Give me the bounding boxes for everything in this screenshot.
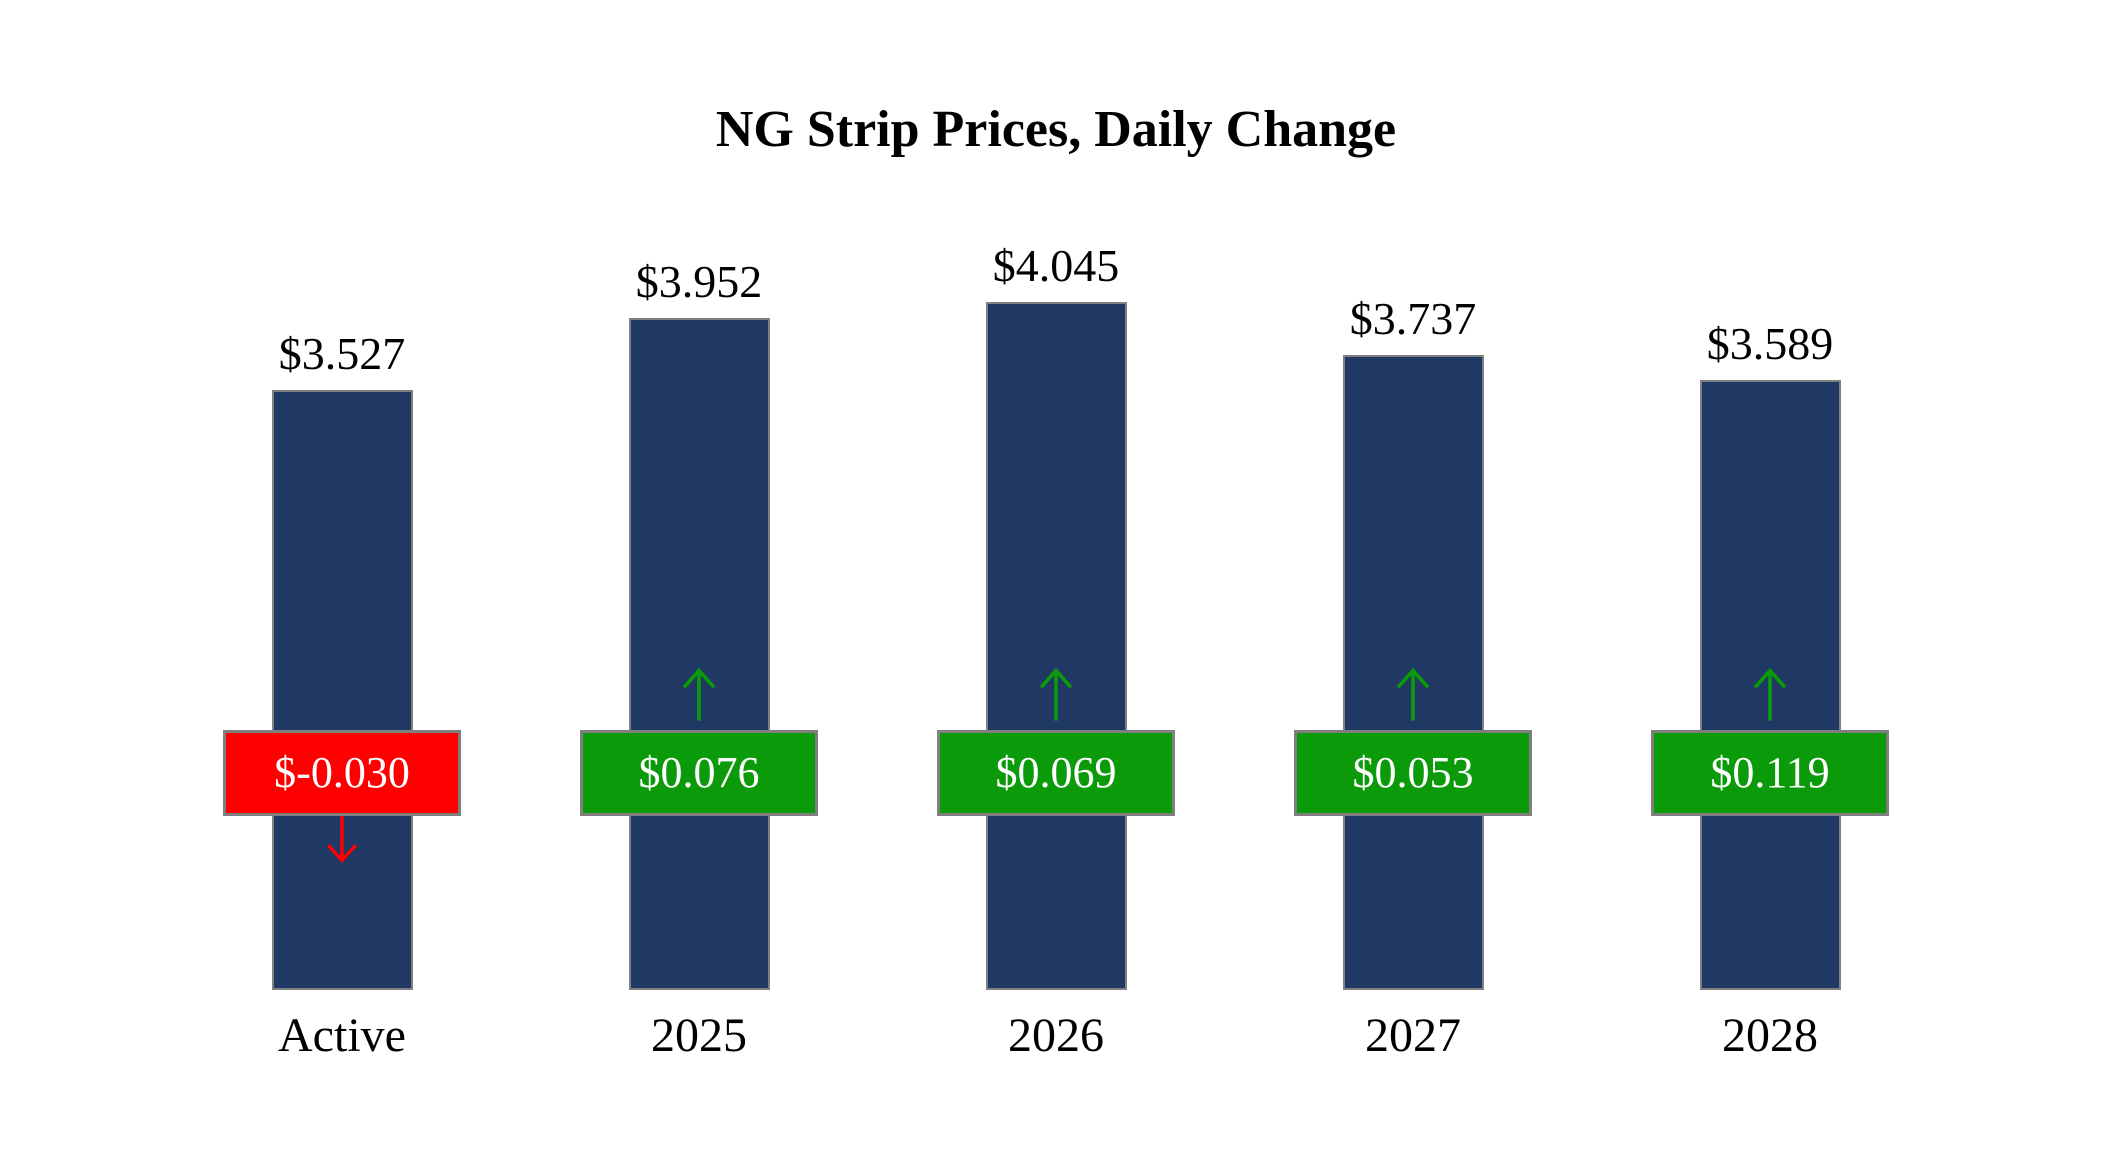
up-arrow-icon bbox=[1750, 661, 1790, 732]
bar-group: $3.589 $0.119 2028 bbox=[1592, 0, 1949, 1152]
bar-group: $4.045 $0.069 2026 bbox=[878, 0, 1235, 1152]
change-badge: $0.053 bbox=[1294, 730, 1532, 816]
price-label: $3.737 bbox=[1349, 293, 1477, 345]
bar-group: $3.737 $0.053 2027 bbox=[1235, 0, 1592, 1152]
up-arrow-icon bbox=[679, 661, 719, 732]
down-arrow-icon bbox=[322, 813, 362, 870]
category-label: 2027 bbox=[1365, 1009, 1461, 1062]
bar: $0.119 bbox=[1651, 380, 1889, 990]
bar-group: $3.527 $-0.030 Active bbox=[164, 0, 521, 1152]
bar: $0.076 bbox=[580, 318, 818, 990]
price-label: $3.527 bbox=[278, 328, 406, 380]
change-label: $-0.030 bbox=[274, 748, 410, 797]
change-badge: $0.069 bbox=[937, 730, 1175, 816]
bar-group: $3.952 $0.076 2025 bbox=[521, 0, 878, 1152]
up-arrow-icon bbox=[1393, 661, 1433, 732]
category-label: 2025 bbox=[651, 1009, 747, 1062]
bar: $-0.030 bbox=[223, 390, 461, 990]
chart-title: NG Strip Prices, Daily Change bbox=[715, 101, 1397, 158]
bar: $0.053 bbox=[1294, 355, 1532, 990]
change-label: $0.069 bbox=[995, 748, 1117, 797]
change-label: $0.053 bbox=[1352, 748, 1474, 797]
change-label: $0.119 bbox=[1710, 748, 1830, 797]
change-badge: $0.119 bbox=[1651, 730, 1889, 816]
price-label: $3.589 bbox=[1706, 318, 1834, 370]
category-label: 2026 bbox=[1008, 1009, 1104, 1062]
category-label: 2028 bbox=[1722, 1009, 1818, 1062]
bar: $0.069 bbox=[937, 302, 1175, 990]
up-arrow-icon bbox=[1036, 661, 1076, 732]
price-label: $3.952 bbox=[635, 256, 763, 308]
category-label: Active bbox=[278, 1009, 406, 1062]
change-label: $0.076 bbox=[638, 748, 760, 797]
price-label: $4.045 bbox=[992, 240, 1120, 292]
change-badge: $0.076 bbox=[580, 730, 818, 816]
change-badge: $-0.030 bbox=[223, 730, 461, 816]
